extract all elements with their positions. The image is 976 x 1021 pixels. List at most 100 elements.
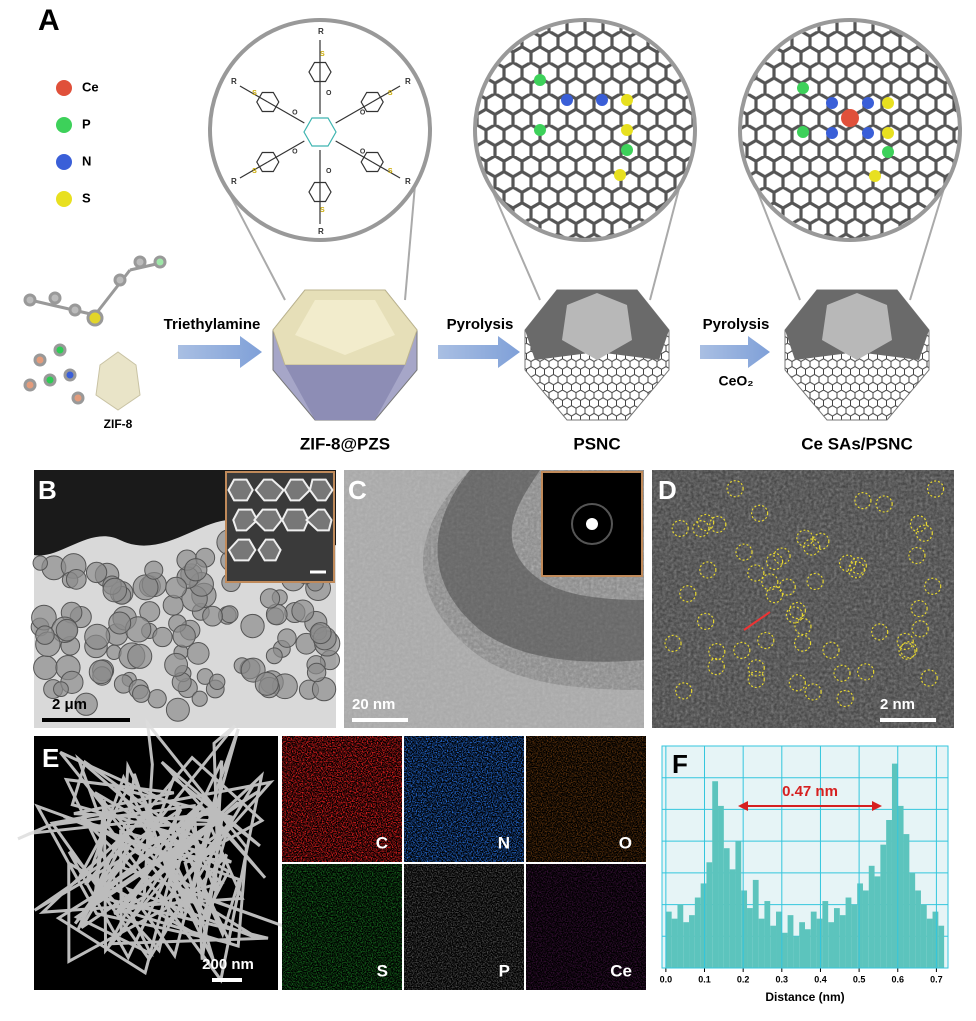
atom-marker — [806, 572, 824, 591]
bar — [938, 925, 945, 968]
map-tint — [526, 736, 646, 862]
atom-marker — [908, 546, 926, 565]
bond — [239, 85, 269, 103]
particle — [172, 624, 196, 648]
arrows — [178, 336, 770, 368]
atom-marker — [812, 532, 830, 550]
product-label: Ce SAs/PSNC — [801, 434, 912, 453]
panel-label: B — [38, 475, 57, 505]
dopant-atom — [621, 144, 633, 156]
bar — [729, 869, 736, 968]
atom-marker — [788, 601, 806, 620]
map-label: O — [619, 833, 632, 852]
bar — [665, 911, 672, 968]
bar — [671, 918, 678, 968]
bar — [839, 915, 846, 968]
legend-label: N — [82, 153, 91, 168]
bar — [677, 904, 684, 968]
map-tint — [282, 736, 402, 862]
map-label: S — [377, 961, 388, 980]
step-label: Pyrolysis — [447, 316, 514, 333]
atom-marker — [900, 641, 918, 659]
bar — [770, 925, 777, 968]
atom-marker — [675, 682, 693, 700]
bond — [239, 161, 269, 179]
atom-marker — [747, 564, 765, 582]
dopant-atom — [621, 124, 633, 136]
scale-label: 2 μm — [52, 696, 87, 713]
bar — [891, 763, 898, 968]
panel-label: D — [658, 475, 677, 505]
atom-label: R — [318, 227, 324, 236]
polyhedron-lower — [285, 365, 405, 420]
bar — [799, 922, 805, 968]
particle — [259, 588, 281, 609]
particle-sem — [283, 478, 312, 502]
atom-marker — [796, 529, 814, 547]
atom-marker — [664, 634, 682, 652]
bar — [747, 908, 753, 968]
bar — [845, 897, 852, 968]
atom-marker — [896, 632, 914, 651]
atom-marker — [697, 612, 715, 630]
legend-label: Ce — [82, 79, 99, 94]
particle-sem — [305, 508, 333, 532]
bar — [718, 805, 724, 968]
panel-label: E — [42, 743, 59, 773]
benzene — [308, 61, 332, 83]
particle-sem — [254, 478, 285, 502]
atom-marker — [793, 634, 812, 652]
bond — [335, 140, 373, 163]
atom-marker — [697, 513, 715, 532]
map-label: P — [499, 961, 510, 980]
benzene — [308, 181, 332, 203]
atom-label: R — [231, 177, 237, 186]
particle — [240, 613, 265, 639]
bond — [371, 161, 401, 179]
bar — [816, 918, 823, 968]
atom-marker — [857, 663, 875, 681]
particle — [162, 594, 184, 616]
dopant-atom — [621, 94, 633, 106]
element-map: C — [282, 736, 402, 862]
particle — [53, 681, 69, 698]
atom-label: O — [360, 148, 366, 155]
atom-marker — [926, 480, 945, 498]
step-label: Pyrolysis — [703, 316, 770, 333]
atom-marker — [692, 520, 710, 538]
bond — [267, 140, 305, 163]
product-label: ZIF-8@PZS — [300, 434, 390, 453]
arrow-head — [872, 801, 882, 811]
atom-marker — [909, 515, 928, 533]
particle-sem — [227, 538, 257, 562]
particle — [164, 652, 189, 677]
particle — [139, 601, 161, 623]
atom-marker — [747, 659, 765, 677]
panel-label: F — [672, 749, 688, 779]
panel-e-image: C N O S P Ce — [17, 718, 646, 990]
panel-d-image — [652, 470, 954, 728]
bar — [822, 901, 829, 968]
atom-marker — [709, 515, 727, 533]
precursor — [23, 255, 167, 411]
dopant-atom — [882, 146, 894, 158]
dopant-atom — [534, 74, 546, 86]
element-map: P — [404, 864, 524, 990]
atom-marker — [785, 606, 804, 624]
atom-marker — [778, 578, 796, 596]
dopant-atom — [797, 82, 809, 94]
particle-sem — [308, 478, 334, 502]
atom-marker — [803, 538, 821, 556]
atom-label: S — [320, 51, 325, 58]
particle-sem — [257, 538, 282, 562]
product-label: PSNC — [573, 434, 620, 453]
particle — [309, 622, 332, 645]
atom-marker — [871, 623, 889, 641]
x-tick-label: 0.2 — [737, 974, 750, 984]
ce-atom — [841, 109, 859, 127]
particle — [265, 647, 283, 665]
atom-marker — [707, 657, 725, 676]
atom-marker — [910, 599, 928, 618]
bond — [267, 101, 305, 124]
